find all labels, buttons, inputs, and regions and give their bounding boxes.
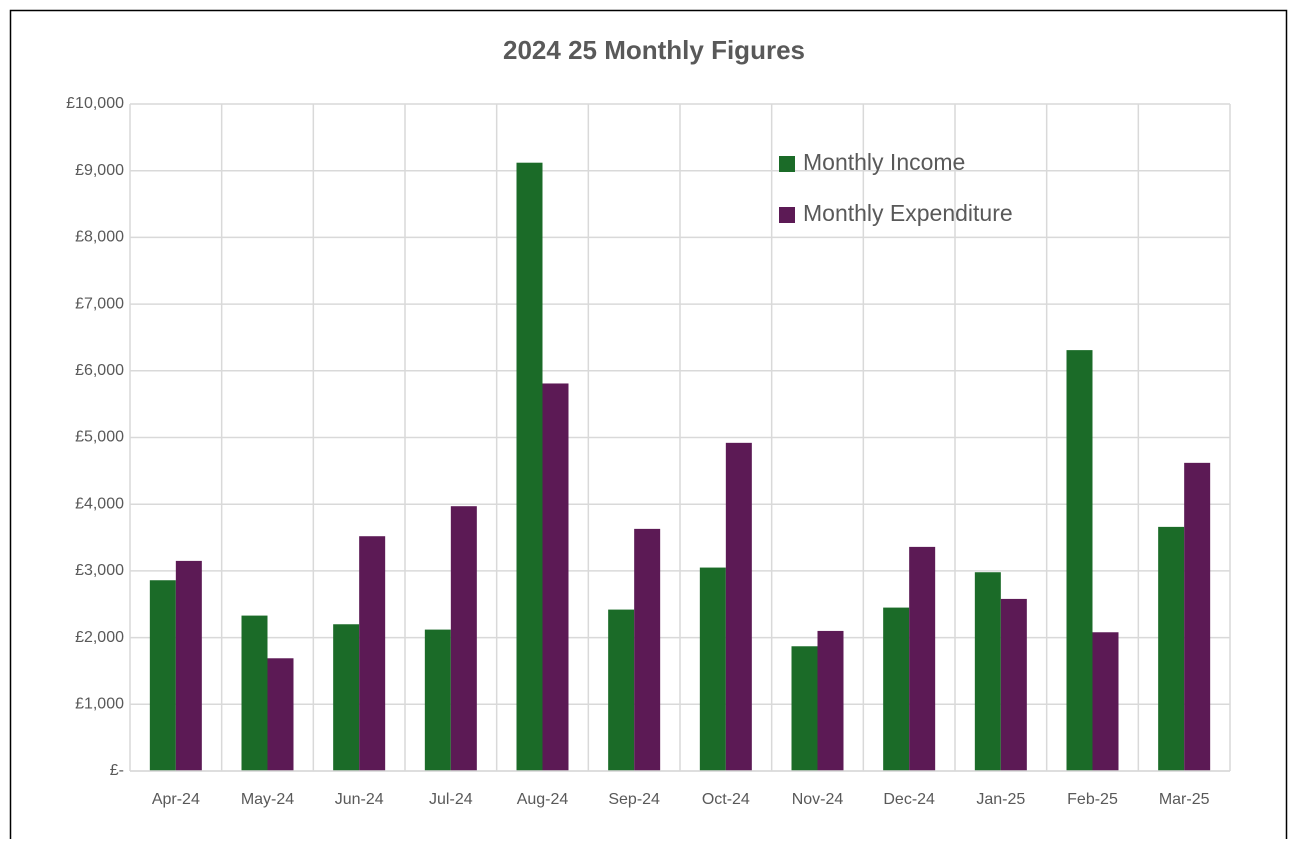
chart-title: 2024 25 Monthly Figures	[503, 35, 805, 65]
legend-label: Monthly Expenditure	[803, 200, 1013, 226]
x-tick-label: Aug-24	[517, 791, 569, 808]
bar	[424, 629, 451, 771]
bar	[725, 442, 752, 771]
x-tick-label: Oct-24	[702, 791, 750, 808]
y-tick-label: £7,000	[75, 295, 124, 312]
x-tick-label: Apr-24	[152, 791, 200, 808]
x-tick-label: May-24	[241, 791, 294, 808]
bar	[974, 572, 1001, 771]
bar	[817, 630, 844, 771]
bar	[699, 567, 726, 771]
x-tick-label: Nov-24	[792, 791, 844, 808]
y-tick-label: £-	[110, 762, 124, 779]
bar	[608, 609, 635, 771]
legend-marker	[779, 156, 795, 172]
y-tick-label: £8,000	[75, 229, 124, 246]
bar	[149, 580, 176, 771]
y-tick-label: £4,000	[75, 495, 124, 512]
bar	[542, 383, 569, 771]
y-tick-label: £2,000	[75, 629, 124, 646]
bar	[333, 624, 360, 771]
bar	[516, 162, 543, 772]
bar	[359, 536, 386, 771]
bar	[450, 506, 477, 771]
bar	[175, 560, 202, 771]
y-tick-label: £3,000	[75, 562, 124, 579]
bar	[791, 646, 818, 771]
bar	[634, 528, 661, 771]
x-tick-label: Feb-25	[1067, 791, 1118, 808]
legend-marker	[779, 207, 795, 223]
bar	[883, 607, 910, 771]
x-tick-label: Sep-24	[608, 791, 660, 808]
y-tick-label: £5,000	[75, 429, 124, 446]
x-tick-label: Jun-24	[335, 791, 384, 808]
bar	[241, 615, 268, 771]
x-tick-label: Jul-24	[429, 791, 473, 808]
bar	[1092, 632, 1119, 771]
y-tick-label: £10,000	[66, 95, 124, 112]
legend-label: Monthly Income	[803, 149, 965, 175]
bar	[909, 546, 936, 771]
x-tick-label: Dec-24	[883, 791, 935, 808]
chart-border	[9, 9, 1288, 839]
y-tick-label: £9,000	[75, 162, 124, 179]
y-tick-label: £1,000	[75, 696, 124, 713]
bar	[1184, 462, 1211, 771]
x-tick-label: Jan-25	[976, 791, 1025, 808]
bar	[1000, 598, 1027, 771]
bar	[1158, 526, 1185, 771]
y-tick-label: £6,000	[75, 362, 124, 379]
x-tick-label: Mar-25	[1159, 791, 1210, 808]
bar	[267, 658, 294, 771]
bar	[1066, 350, 1093, 771]
